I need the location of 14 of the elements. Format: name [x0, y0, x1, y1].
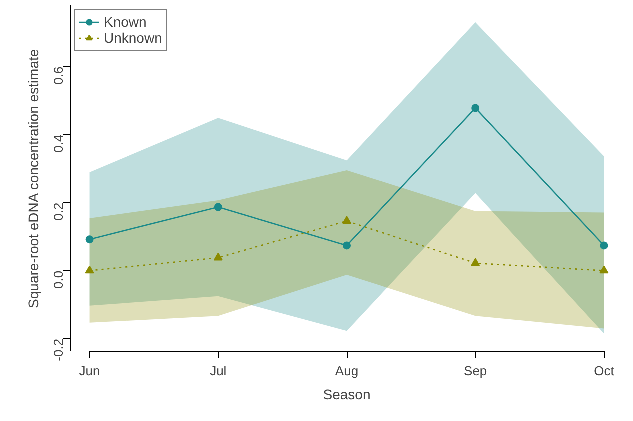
x-tick-label: Jul [210, 364, 227, 378]
x-tick-label: Sep [464, 364, 488, 378]
x-tick-label: Oct [594, 364, 615, 378]
y-tick-label: 0.4 [51, 134, 66, 153]
y-axis-title: Square-root eDNA concentration estimate [26, 49, 42, 308]
y-tick-label: -0.2 [51, 338, 66, 362]
legend-label: Known [104, 14, 147, 30]
x-tick-label: Jun [79, 364, 100, 378]
x-tick-label: Aug [335, 364, 359, 378]
y-tick-label: 0.2 [51, 202, 66, 221]
legend-label: Unknown [104, 30, 162, 46]
y-tick-label: 0.6 [51, 66, 66, 85]
x-axis-title: Season [323, 386, 371, 402]
y-tick-label: 0.0 [51, 270, 66, 289]
